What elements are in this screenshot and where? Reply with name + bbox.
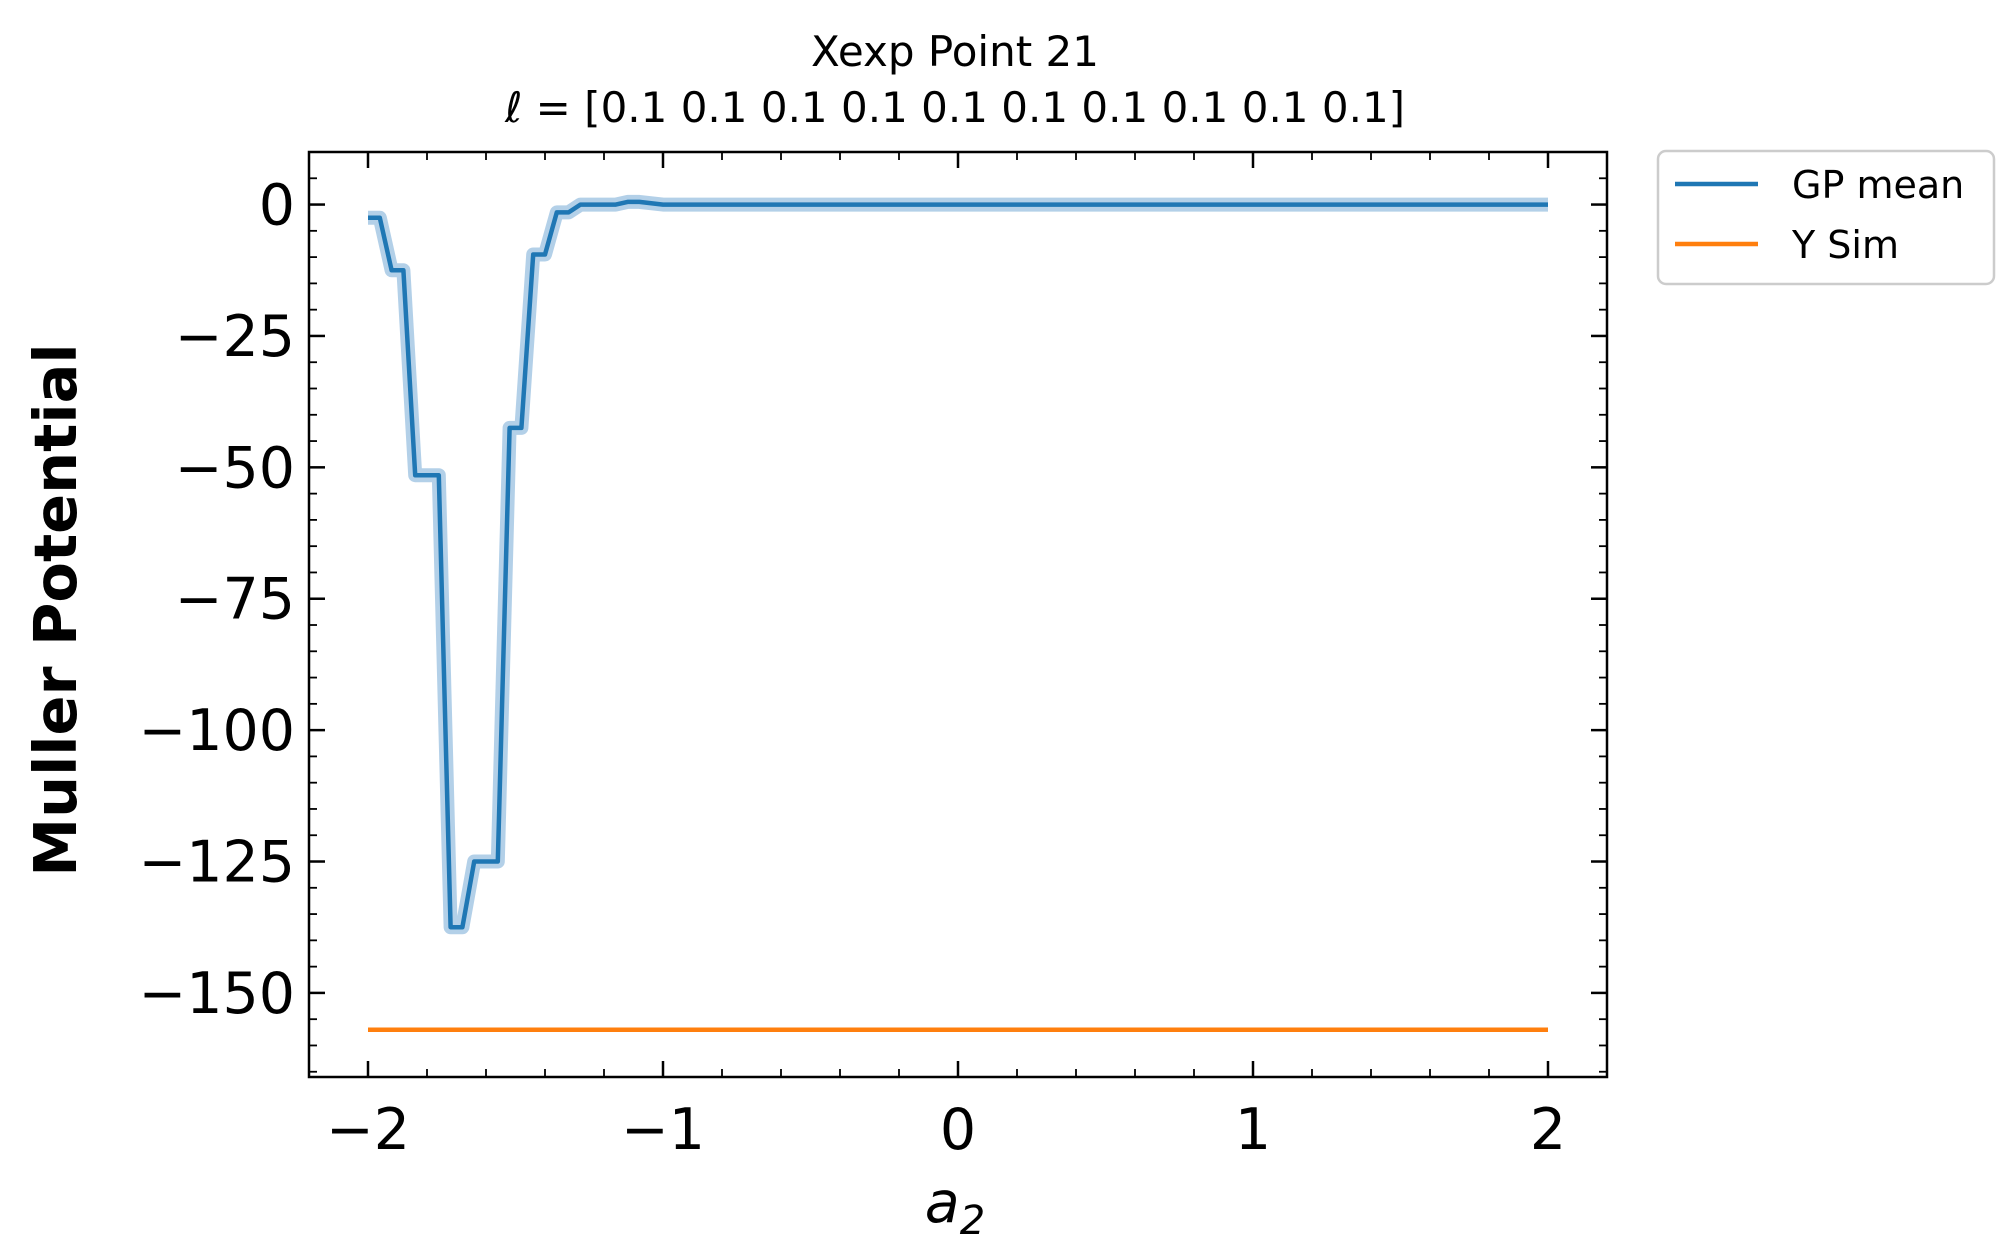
- x-axis-label-base: a: [925, 1170, 960, 1236]
- series-band-0: [368, 194, 1548, 935]
- y-axis-label: Muller Potential: [21, 343, 90, 876]
- y-tick-label: −125: [138, 830, 295, 896]
- chart-title: Xexp Point 21: [811, 27, 1099, 76]
- y-tick-label: −75: [175, 567, 295, 633]
- y-tick-label: −100: [138, 698, 295, 764]
- legend-label-y-sim: Y Sim: [1791, 223, 1899, 267]
- x-tick-label: −2: [326, 1097, 410, 1163]
- x-tick-label: −1: [621, 1097, 705, 1163]
- plot-area: [368, 194, 1548, 1032]
- y-tick-label: −150: [138, 961, 295, 1027]
- chart-subtitle: ℓ = [0.1 0.1 0.1 0.1 0.1 0.1 0.1 0.1 0.1…: [504, 83, 1405, 132]
- axis-ticks: −2 −1 0 1 2 0 −25 −50 −75 −100 −125 −150: [138, 152, 1608, 1163]
- x-tick-label: 1: [1235, 1097, 1271, 1163]
- x-tick-label: 0: [940, 1097, 976, 1163]
- legend-label-gp-mean: GP mean: [1792, 163, 1964, 207]
- y-tick-label: 0: [259, 173, 295, 239]
- y-tick-label: −25: [175, 304, 295, 370]
- x-axis-label: a2: [925, 1170, 985, 1244]
- y-tick-label: −50: [175, 435, 295, 501]
- legend: GP mean Y Sim: [1656, 149, 1996, 286]
- x-tick-label: 2: [1530, 1097, 1566, 1163]
- plot-frame: [307, 150, 1609, 1079]
- series-line-0: [368, 199, 1548, 930]
- x-axis-label-subscript: 2: [960, 1198, 985, 1244]
